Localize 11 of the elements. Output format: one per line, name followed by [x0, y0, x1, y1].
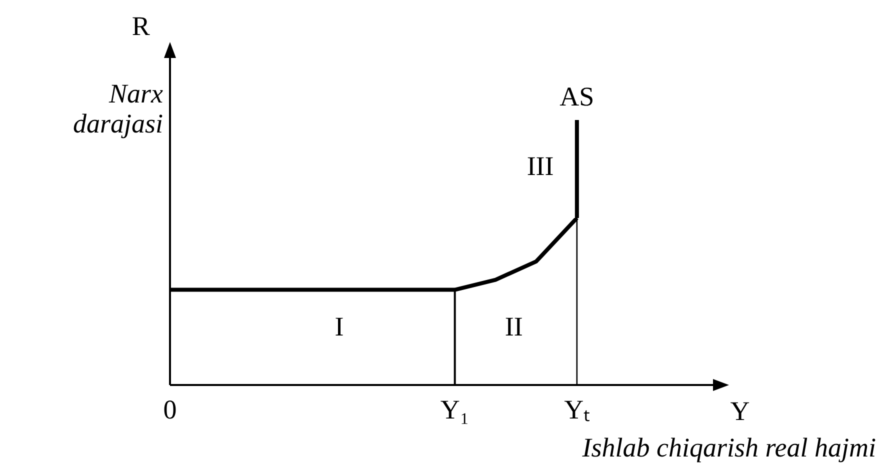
ref-line-label: AS [560, 82, 594, 112]
x-axis-title: Ishlab chiqarish real hajmi [581, 432, 876, 463]
annotation: II [504, 311, 523, 342]
x-tick-label: Yₜ [564, 394, 590, 425]
y-axis-title: Narx darajasi [72, 78, 164, 139]
text: R [132, 11, 150, 42]
text: III [526, 150, 554, 181]
text: Y [730, 396, 750, 426]
x-tick-label: Y₁ [440, 394, 470, 425]
x-tick-label: 0 [163, 394, 177, 425]
annotation: I [334, 311, 344, 342]
